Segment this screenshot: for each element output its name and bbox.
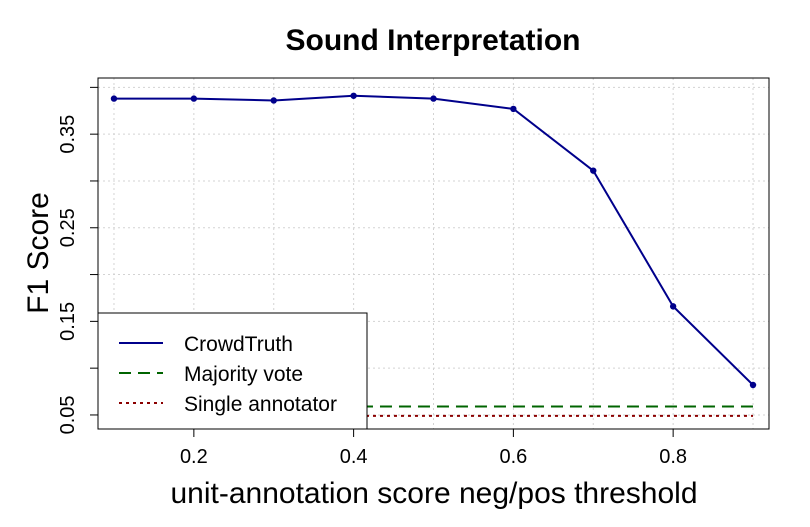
y-tick-label: 0.25 (57, 208, 79, 247)
data-point (190, 95, 198, 102)
data-point (590, 167, 597, 174)
x-tick-label: 0.2 (180, 446, 208, 468)
y-axis-title: F1 Score (22, 192, 55, 314)
data-point (110, 95, 118, 102)
legend-label: CrowdTruth (184, 333, 293, 356)
x-tick-label: 0.4 (340, 446, 368, 468)
y-tick-label: 0.35 (57, 115, 79, 154)
data-point (749, 381, 757, 389)
data-point (510, 105, 517, 113)
data-point (270, 97, 277, 104)
data-point (669, 303, 677, 310)
data-point (430, 95, 437, 102)
chart-title: Sound Interpretation (286, 24, 581, 57)
axes-group: 0.2 0.4 0.6 0.8 0.05 0.15 0.25 0.35 (57, 77, 770, 468)
x-axis-title: unit-annotation score neg/pos threshold (170, 477, 697, 510)
legend-box (97, 312, 368, 430)
x-tick-label: 0.6 (499, 446, 527, 468)
legend-label: Majority vote (184, 363, 303, 386)
legend: CrowdTruth Majority vote Single annotator (97, 312, 368, 430)
legend-label: Single annotator (184, 393, 337, 416)
y-tick-label: 0.15 (57, 302, 79, 341)
x-tick-label: 0.8 (659, 446, 687, 468)
y-tick-label: 0.05 (57, 395, 79, 434)
data-point (350, 92, 357, 99)
plot-frame (97, 77, 770, 430)
